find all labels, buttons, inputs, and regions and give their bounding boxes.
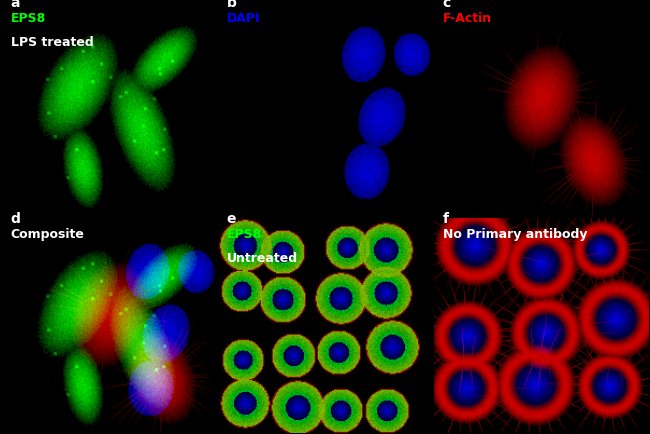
Text: f: f	[443, 212, 448, 226]
Text: c: c	[443, 0, 451, 10]
Text: Untreated: Untreated	[227, 252, 298, 265]
Text: EPS8: EPS8	[10, 12, 46, 25]
Text: Composite: Composite	[10, 228, 85, 241]
Text: b: b	[227, 0, 237, 10]
Text: F-Actin: F-Actin	[443, 12, 491, 25]
Text: e: e	[227, 212, 236, 226]
Text: LPS treated: LPS treated	[10, 36, 93, 49]
Text: a: a	[10, 0, 20, 10]
Text: No Primary antibody: No Primary antibody	[443, 228, 587, 241]
Text: DAPI: DAPI	[227, 12, 260, 25]
Text: EPS8: EPS8	[227, 228, 262, 241]
Text: d: d	[10, 212, 20, 226]
